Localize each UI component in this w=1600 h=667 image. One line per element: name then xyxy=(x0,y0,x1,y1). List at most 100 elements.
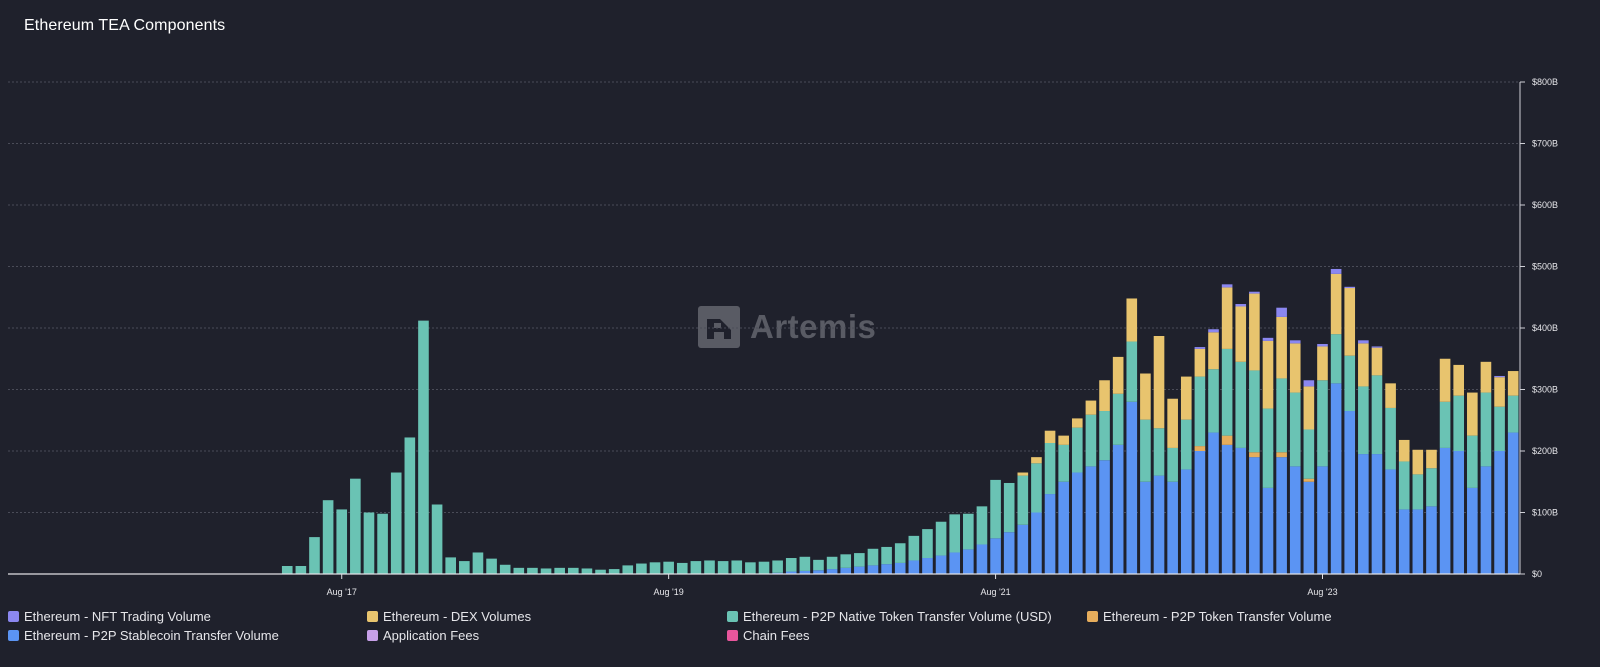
bar-dex[interactable] xyxy=(1208,332,1219,370)
bar-nft[interactable] xyxy=(1249,291,1260,294)
bar-p2p-native[interactable] xyxy=(881,546,892,565)
bar-p2p-native[interactable] xyxy=(1507,395,1519,433)
bar-p2p-native[interactable] xyxy=(1167,447,1178,482)
bar-p2p-native[interactable] xyxy=(908,535,920,561)
bar-stablecoin[interactable] xyxy=(1153,475,1165,574)
bar-stablecoin[interactable] xyxy=(1494,451,1505,574)
bar-p2p-native[interactable] xyxy=(554,567,565,574)
bar-p2p-native[interactable] xyxy=(949,514,961,553)
bar-p2p-native[interactable] xyxy=(1289,392,1301,467)
bar-p2p-native[interactable] xyxy=(840,554,852,568)
bar-stablecoin[interactable] xyxy=(1467,487,1478,574)
bar-p2p-native[interactable] xyxy=(663,561,674,574)
bar-p2p-native[interactable] xyxy=(581,568,593,574)
bar-dex[interactable] xyxy=(1017,472,1029,476)
bar-stablecoin[interactable] xyxy=(908,560,920,574)
bar-stablecoin[interactable] xyxy=(1371,454,1383,574)
bar-p2p-native[interactable] xyxy=(295,566,307,574)
bar-dex[interactable] xyxy=(1126,298,1138,342)
bar-stablecoin[interactable] xyxy=(1344,411,1356,574)
bar-p2p-native[interactable] xyxy=(1180,419,1192,470)
bar-p2p-native[interactable] xyxy=(322,500,334,574)
bar-p2p-native[interactable] xyxy=(636,563,647,574)
bar-stablecoin[interactable] xyxy=(772,572,783,574)
bar-stablecoin[interactable] xyxy=(990,538,1001,574)
bar-p2p-native[interactable] xyxy=(404,437,416,574)
bar-p2p-native[interactable] xyxy=(336,509,348,574)
bar-stablecoin[interactable] xyxy=(826,569,838,574)
bar-dex[interactable] xyxy=(1330,273,1342,335)
bar-dex[interactable] xyxy=(1044,430,1056,443)
bar-p2p-native[interactable] xyxy=(1208,369,1219,433)
bar-p2p-native[interactable] xyxy=(527,567,538,574)
bar-stablecoin[interactable] xyxy=(854,566,865,574)
legend-item-app-fees[interactable]: Application Fees xyxy=(367,628,479,643)
bar-dex[interactable] xyxy=(1276,316,1287,379)
bar-stablecoin[interactable] xyxy=(1071,472,1083,574)
bar-dex[interactable] xyxy=(1085,400,1097,415)
bar-stablecoin[interactable] xyxy=(1099,460,1110,574)
bar-p2p-native[interactable] xyxy=(595,569,606,574)
bar-dex[interactable] xyxy=(1412,449,1424,475)
bar-p2p-native[interactable] xyxy=(704,560,715,574)
bar-p2p-native[interactable] xyxy=(1330,334,1342,384)
bar-p2p-native[interactable] xyxy=(1235,361,1247,448)
bar-p2p-native[interactable] xyxy=(1003,482,1015,533)
bar-nft[interactable] xyxy=(1208,329,1219,333)
bar-dex[interactable] xyxy=(1221,287,1233,349)
bar-p2p-native[interactable] xyxy=(731,560,743,574)
bar-p2p-native[interactable] xyxy=(649,562,661,574)
bar-nft[interactable] xyxy=(1330,268,1342,274)
bar-p2p-native[interactable] xyxy=(922,529,933,559)
bar-stablecoin[interactable] xyxy=(976,544,988,574)
bar-p2p-native[interactable] xyxy=(799,556,811,571)
bar-dex[interactable] xyxy=(1235,306,1247,362)
bar-stablecoin[interactable] xyxy=(949,552,961,574)
bar-stablecoin[interactable] xyxy=(1358,454,1369,574)
bar-p2p-native[interactable] xyxy=(976,506,988,545)
bar-p2p-native[interactable] xyxy=(935,521,947,556)
bar-p2p-token[interactable] xyxy=(1303,478,1315,482)
bar-dex[interactable] xyxy=(1385,383,1396,408)
bar-p2p-native[interactable] xyxy=(1494,406,1505,451)
bar-p2p-native[interactable] xyxy=(826,556,838,570)
bar-stablecoin[interactable] xyxy=(1031,512,1042,575)
bar-p2p-native[interactable] xyxy=(377,513,388,574)
bar-nft[interactable] xyxy=(1303,380,1315,387)
bar-p2p-native[interactable] xyxy=(1017,475,1029,525)
bar-stablecoin[interactable] xyxy=(1017,524,1029,574)
bar-stablecoin[interactable] xyxy=(894,562,906,574)
bar-stablecoin[interactable] xyxy=(1453,451,1465,574)
bar-p2p-native[interactable] xyxy=(499,564,511,574)
bar-nft[interactable] xyxy=(1289,340,1301,344)
bar-dex[interactable] xyxy=(1180,376,1192,420)
bar-p2p-native[interactable] xyxy=(785,558,797,572)
bar-p2p-token[interactable] xyxy=(1194,446,1206,451)
bar-p2p-native[interactable] xyxy=(350,478,361,574)
bar-dex[interactable] xyxy=(1439,358,1451,402)
bar-stablecoin[interactable] xyxy=(1480,466,1492,575)
bar-dex[interactable] xyxy=(1167,398,1178,448)
bar-stablecoin[interactable] xyxy=(1317,466,1328,575)
bar-stablecoin[interactable] xyxy=(785,571,797,574)
bar-p2p-native[interactable] xyxy=(390,472,402,574)
bar-p2p-native[interactable] xyxy=(1467,435,1478,488)
bar-dex[interactable] xyxy=(1031,457,1042,464)
bar-p2p-native[interactable] xyxy=(1112,393,1124,445)
bar-dex[interactable] xyxy=(1480,361,1492,393)
bar-p2p-native[interactable] xyxy=(1480,392,1492,467)
bar-stablecoin[interactable] xyxy=(1330,383,1342,574)
bar-stablecoin[interactable] xyxy=(1507,432,1519,574)
bar-dex[interactable] xyxy=(1153,336,1165,429)
bar-stablecoin[interactable] xyxy=(1221,444,1233,574)
bar-p2p-native[interactable] xyxy=(567,567,579,574)
bar-p2p-native[interactable] xyxy=(1262,408,1274,488)
bar-dex[interactable] xyxy=(1467,392,1478,436)
bar-p2p-native[interactable] xyxy=(608,569,620,574)
bar-stablecoin[interactable] xyxy=(1385,469,1396,574)
bar-stablecoin[interactable] xyxy=(1398,509,1410,574)
bar-p2p-native[interactable] xyxy=(472,552,484,574)
bar-nft[interactable] xyxy=(1371,346,1383,348)
bar-p2p-native[interactable] xyxy=(1317,380,1328,467)
bar-p2p-native[interactable] xyxy=(867,548,879,566)
